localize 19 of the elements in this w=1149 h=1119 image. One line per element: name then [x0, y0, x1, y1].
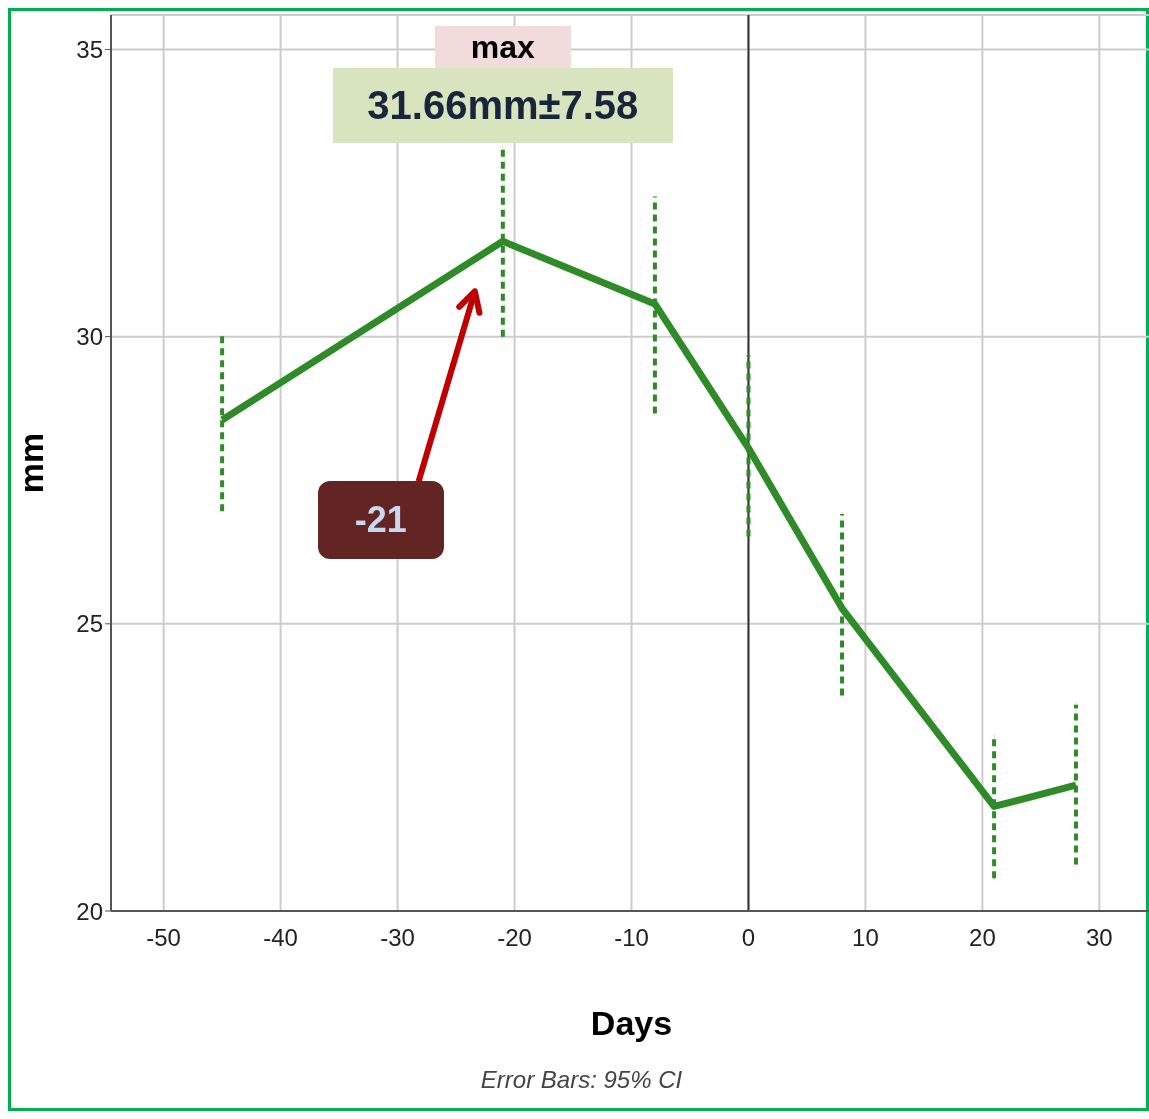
x-tick-label: -20: [497, 924, 532, 952]
y-tick-label: 30: [76, 323, 103, 351]
annotation: -21: [317, 481, 444, 560]
x-tick-label: 20: [969, 924, 996, 952]
x-tick-label: 30: [1086, 924, 1113, 952]
x-axis-title: Days: [589, 1003, 674, 1044]
x-tick-label: 0: [741, 924, 756, 952]
x-tick-label: 10: [852, 924, 879, 952]
y-axis-title: mm: [12, 432, 51, 494]
x-tick-label: -30: [380, 924, 415, 952]
y-tick-label: 35: [76, 35, 103, 63]
y-tick-label: 20: [76, 897, 103, 925]
y-tick-label: 25: [76, 610, 103, 638]
text: Error Bars: 95% CI: [479, 1066, 684, 1094]
x-tick-label: -50: [146, 924, 181, 952]
annotation: max: [434, 26, 571, 68]
x-tick-label: -40: [263, 924, 298, 952]
x-tick-label: -10: [614, 924, 649, 952]
annotation: 31.66mm±7.58: [332, 68, 673, 143]
